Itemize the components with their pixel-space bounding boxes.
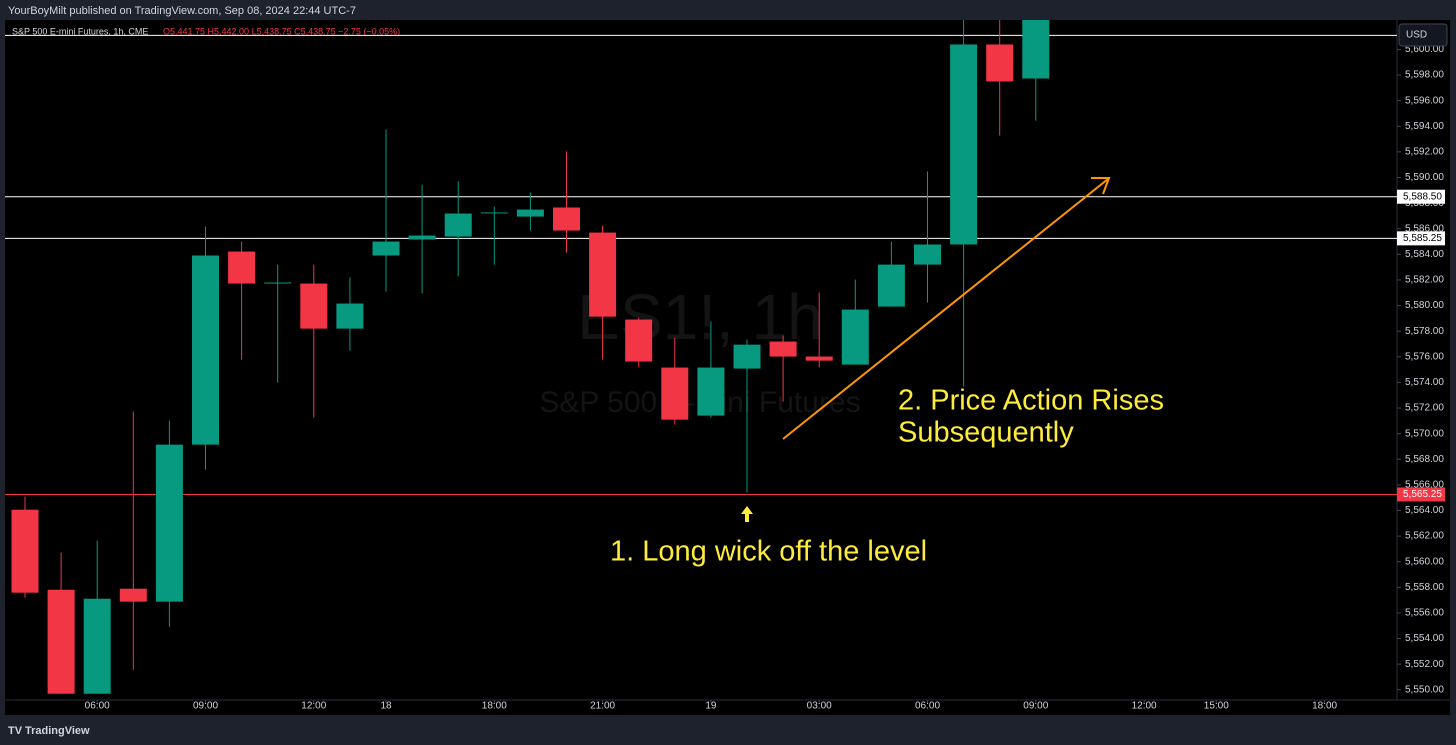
price-label-box — [1397, 231, 1445, 246]
y-tick-label: 5,600.00 — [1405, 44, 1444, 55]
price-label: 5,585.25 — [1403, 233, 1442, 244]
candle-body — [841, 309, 869, 365]
trend-arrow-head — [1091, 177, 1111, 195]
x-tick-label: 09:00 — [193, 701, 218, 712]
y-tick-label: 5,578.00 — [1405, 326, 1444, 337]
candle-body — [336, 303, 364, 329]
legend-ohlc: O5,441.75 H5,442.00 L5,438.75 C5,438.75 … — [163, 26, 400, 36]
candle-body — [47, 589, 75, 694]
candle-body — [444, 213, 472, 237]
candle-body — [155, 444, 183, 602]
x-tick-label: 12:00 — [1132, 701, 1157, 712]
candle-body — [805, 356, 833, 361]
legend-title: S&P 500 E-mini Futures, 1h, CME — [12, 26, 148, 36]
candle-body — [264, 282, 292, 284]
y-tick-label: 5,592.00 — [1405, 147, 1444, 158]
price-label: 5,588.50 — [1403, 191, 1442, 202]
watermark: ES1!, 1h — [577, 281, 823, 353]
y-tick-label: 5,550.00 — [1405, 684, 1444, 695]
x-tick-label: 15:00 — [1204, 701, 1229, 712]
candle-body — [914, 244, 941, 265]
axes: 5,550.00 5,552.00 5,554.00 5,556.00 5,558.00… — [85, 44, 1445, 712]
y-tick-label: 5,572.00 — [1405, 403, 1444, 414]
candle-body — [1022, 20, 1050, 79]
y-tick-label: 5,586.00 — [1405, 223, 1444, 234]
price-label-box — [1397, 487, 1445, 502]
annotation: Subsequently — [898, 417, 1074, 449]
y-tick-label: 5,594.00 — [1405, 121, 1444, 132]
y-tick-label: 5,590.00 — [1405, 172, 1444, 183]
currency-box — [1398, 23, 1448, 47]
price-label-box — [1397, 189, 1445, 204]
x-tick-label: 18:00 — [1312, 701, 1337, 712]
y-tick-label: 5,574.00 — [1405, 377, 1444, 388]
x-tick-label: 06:00 — [85, 701, 110, 712]
candle-body — [661, 367, 689, 420]
x-tick-label: 18:00 — [482, 701, 507, 712]
candle-body — [589, 232, 617, 317]
y-tick-label: 5,556.00 — [1405, 608, 1444, 619]
y-tick-label: 5,560.00 — [1405, 556, 1444, 567]
y-tick-label: 5,580.00 — [1405, 300, 1444, 311]
y-tick-label: 5,554.00 — [1405, 633, 1444, 644]
footer: TradingView — [25, 725, 90, 737]
footer-logo: TV — [8, 725, 23, 737]
y-tick-label: 5,562.00 — [1405, 531, 1444, 542]
candle-body — [986, 44, 1014, 82]
candle-body — [119, 588, 147, 602]
candle-body — [83, 598, 111, 694]
candle-body — [733, 344, 761, 369]
y-tick-label: 5,564.00 — [1405, 505, 1444, 516]
x-tick-label: 06:00 — [915, 701, 940, 712]
y-tick-label: 5,566.00 — [1405, 479, 1444, 490]
annotations: 1. Long wick off the level 2. Price Acti… — [610, 177, 1164, 568]
x-tick-label: 18 — [380, 701, 392, 712]
currency: USD — [1406, 30, 1427, 41]
candle-body — [228, 251, 256, 284]
price-label: 5,565.25 — [1403, 489, 1442, 500]
candle-body — [697, 367, 725, 416]
candle-body — [516, 209, 544, 217]
candle-body — [480, 212, 508, 214]
header: YourBoyMilt published on TradingView.com… — [8, 5, 356, 17]
x-tick-label: 09:00 — [1023, 701, 1048, 712]
y-tick-label: 5,558.00 — [1405, 582, 1444, 593]
plot — [5, 20, 1397, 694]
y-tick-label: 5,596.00 — [1405, 95, 1444, 106]
annotation: 1. Long wick off the level — [610, 536, 927, 568]
candle-body — [11, 509, 39, 593]
plot-background — [5, 20, 1450, 715]
y-tick-label: 5,552.00 — [1405, 659, 1444, 670]
candle-body — [625, 319, 653, 362]
arrow-up-icon — [741, 506, 753, 522]
y-tick-label: 5,582.00 — [1405, 275, 1444, 286]
annotation: 2. Price Action Rises — [898, 385, 1164, 417]
candle-body — [877, 264, 905, 307]
x-tick-label: 21:00 — [590, 701, 615, 712]
x-tick-label: 19 — [705, 701, 717, 712]
x-tick-label: 03:00 — [807, 701, 832, 712]
y-tick-label: 5,570.00 — [1405, 428, 1444, 439]
y-tick-label: 5,568.00 — [1405, 454, 1444, 465]
y-tick-label: 5,598.00 — [1405, 70, 1444, 81]
trend-arrow — [782, 178, 1109, 440]
candle-body — [192, 255, 219, 445]
y-tick-label: 5,584.00 — [1405, 249, 1444, 260]
y-tick-label: 5,576.00 — [1405, 351, 1444, 362]
x-tick-label: 12:00 — [301, 701, 326, 712]
candle-body — [408, 235, 436, 240]
candle-body — [372, 241, 400, 256]
candle-body — [950, 44, 978, 245]
candle-body — [300, 283, 328, 329]
candle-body — [553, 207, 580, 231]
candle-body — [769, 341, 797, 357]
